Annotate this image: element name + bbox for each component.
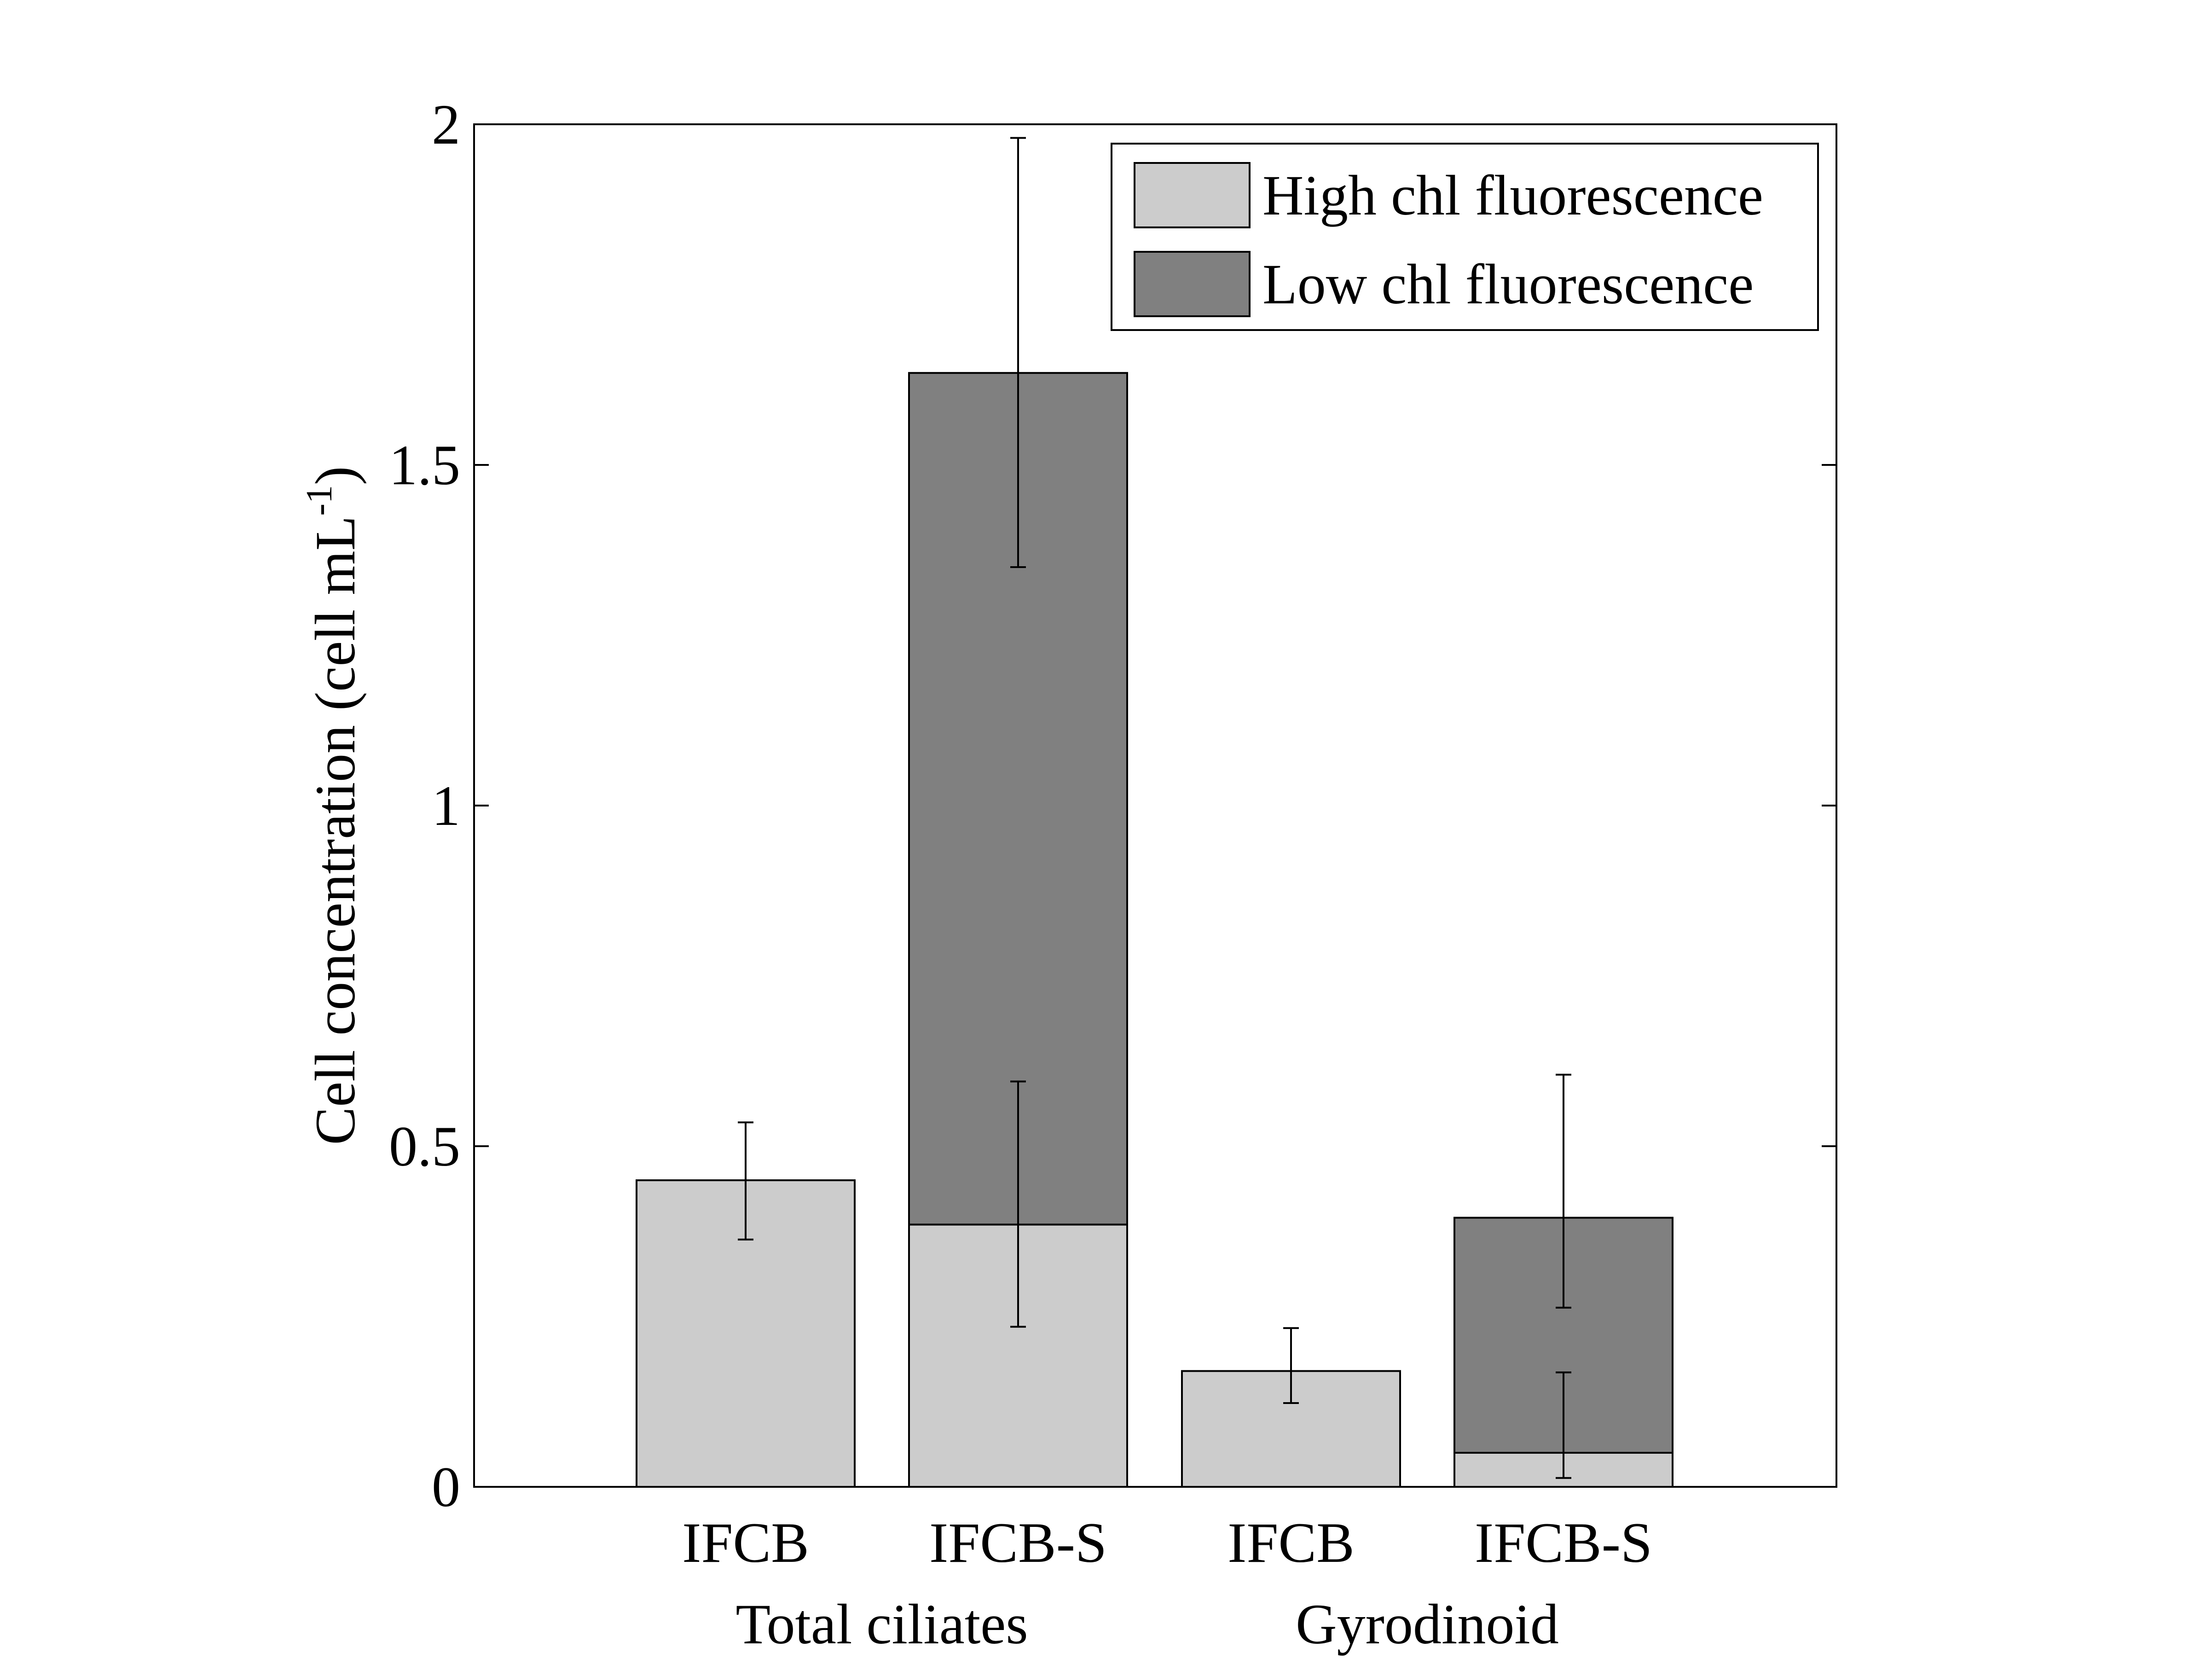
x-tick-label: IFCB-S [929, 1511, 1107, 1574]
x-axis-labels: IFCB IFCB-S IFCB IFCB-S Total ciliates Gyrodi… [682, 1511, 1652, 1656]
y-axis-label-text: Cell concentration (cell mL [304, 516, 367, 1145]
x-tick-label: IFCB [682, 1511, 809, 1574]
group-label: Gyrodinoid [1296, 1593, 1559, 1656]
legend: High chl fluorescence Low chl fluorescenc… [1111, 143, 1819, 331]
legend-swatch [1134, 251, 1251, 317]
y-tick-label: 0 [432, 1456, 460, 1519]
x-tick-label: IFCB [1228, 1511, 1355, 1574]
y-tick-label: 2 [432, 93, 460, 156]
y-tick-label: 1 [432, 774, 460, 837]
y-axis-ticks: 0 0.5 1 1.5 2 [389, 93, 1836, 1519]
y-axis-label-close: ) [304, 466, 367, 485]
x-tick-label: IFCB-S [1475, 1511, 1652, 1574]
group-label: Total ciliates [735, 1593, 1028, 1656]
legend-label: High chl fluorescence [1262, 164, 1763, 227]
y-tick-label: 0.5 [389, 1115, 460, 1178]
legend-swatch [1134, 162, 1251, 228]
y-tick-label: 1.5 [389, 434, 460, 497]
y-axis-label-superscript: -1 [299, 485, 340, 516]
legend-label: Low chl fluorescence [1262, 253, 1754, 316]
error-bars [738, 137, 1571, 1479]
y-axis-label: Cell concentration (cell mL-1) [299, 466, 367, 1145]
